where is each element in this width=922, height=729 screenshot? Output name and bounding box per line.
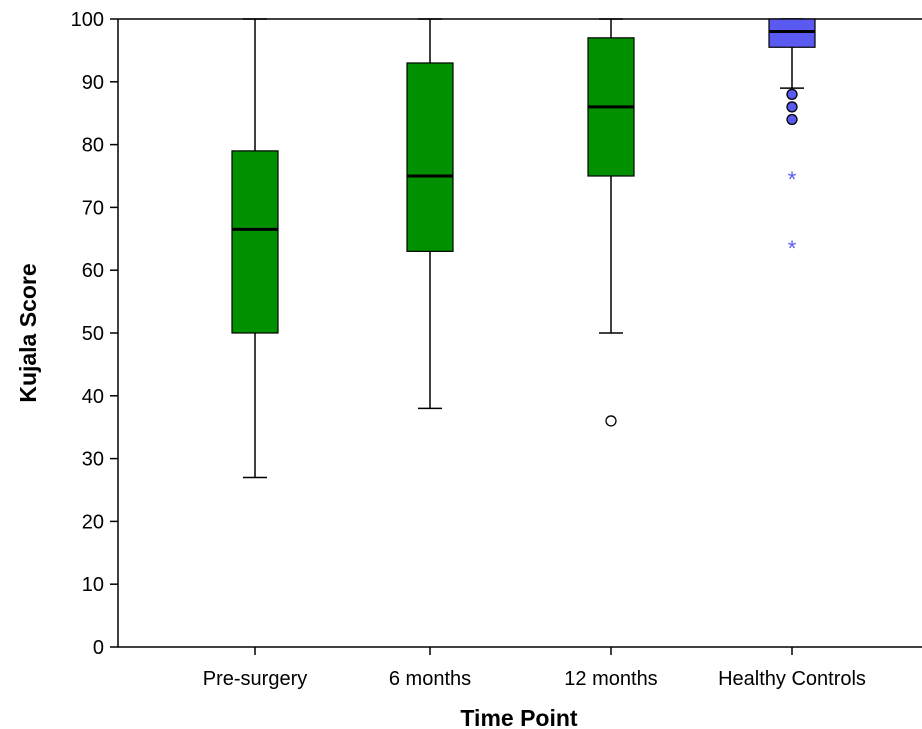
y-tick-label: 10 <box>82 574 104 596</box>
x-tick-label: Pre-surgery <box>203 668 307 690</box>
box-iqr <box>406 62 454 252</box>
box-iqr <box>231 150 279 334</box>
y-tick-label: 50 <box>82 323 104 345</box>
outlier-point <box>786 101 798 113</box>
x-tick-label: 6 months <box>389 668 471 690</box>
x-axis-title: Time Point <box>460 705 577 729</box>
x-tick-label: Healthy Controls <box>718 668 866 690</box>
plot-area: 0 10 20 30 40 50 60 70 80 90 100 Pre-surgery 6 month… <box>71 9 922 690</box>
y-tick-label: 30 <box>82 449 104 471</box>
y-tick-label: 70 <box>82 197 104 219</box>
box-iqr <box>768 18 816 48</box>
y-tick-label: 40 <box>82 386 104 408</box>
y-tick-label: 100 <box>71 9 104 31</box>
extreme-point: * <box>788 236 797 261</box>
y-axis-title: Kujala Score <box>15 263 41 402</box>
y-tick-label: 90 <box>82 72 104 94</box>
y-tick-label: 20 <box>82 511 104 533</box>
y-tick-label: 60 <box>82 260 104 282</box>
y-tick-label: 0 <box>93 637 104 659</box>
outlier-point <box>786 113 798 126</box>
y-tick-label: 80 <box>82 135 104 157</box>
outlier-point <box>786 88 798 101</box>
x-tick-label: 12 months <box>564 668 657 690</box>
outlier-point <box>605 415 617 427</box>
extreme-point: * <box>788 167 797 192</box>
